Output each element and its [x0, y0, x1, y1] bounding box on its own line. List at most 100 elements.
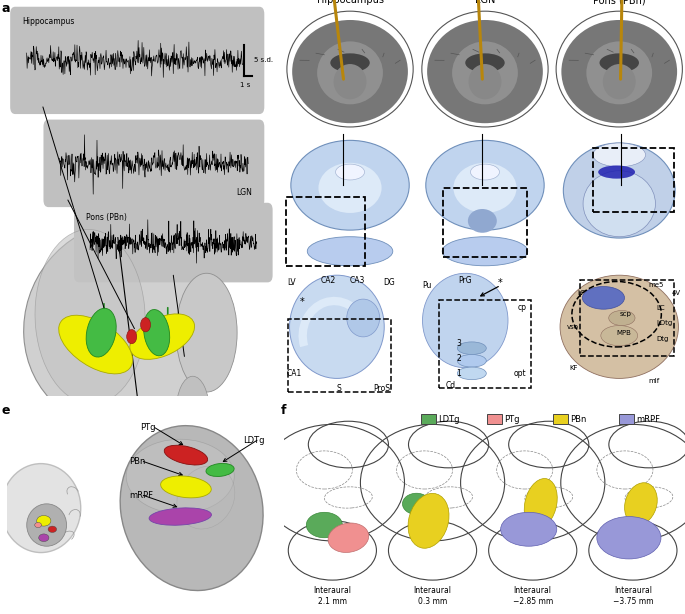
Ellipse shape — [562, 20, 677, 123]
Text: mlf: mlf — [648, 378, 660, 384]
Ellipse shape — [319, 163, 382, 213]
Ellipse shape — [59, 315, 133, 374]
Text: CA1: CA1 — [287, 369, 302, 378]
Ellipse shape — [35, 230, 145, 404]
Ellipse shape — [408, 493, 449, 548]
Ellipse shape — [336, 164, 364, 180]
Text: LGN: LGN — [236, 188, 252, 197]
Text: cp: cp — [518, 303, 527, 313]
Text: me5: me5 — [648, 282, 664, 288]
Text: PrG: PrG — [459, 276, 472, 285]
Text: vso: vso — [566, 324, 579, 330]
Ellipse shape — [465, 53, 505, 72]
FancyBboxPatch shape — [43, 120, 264, 207]
Bar — [439, 300, 531, 389]
Ellipse shape — [598, 165, 635, 179]
Ellipse shape — [330, 53, 370, 72]
Ellipse shape — [176, 273, 237, 392]
Text: *: * — [300, 297, 305, 306]
Text: DG: DG — [383, 278, 395, 287]
Text: mRPF: mRPF — [636, 414, 660, 424]
Text: PBn: PBn — [570, 414, 586, 424]
Text: Pu: Pu — [422, 281, 432, 290]
Ellipse shape — [120, 426, 263, 591]
Ellipse shape — [334, 64, 366, 99]
Text: LC: LC — [656, 305, 664, 311]
Ellipse shape — [206, 464, 234, 476]
Text: scp: scp — [619, 311, 631, 317]
Text: LDTg: LDTg — [242, 436, 264, 445]
Circle shape — [127, 330, 137, 344]
Bar — [580, 280, 675, 356]
Ellipse shape — [599, 53, 639, 72]
Text: *: * — [498, 278, 503, 288]
Ellipse shape — [176, 376, 210, 448]
Ellipse shape — [317, 41, 383, 104]
Ellipse shape — [458, 342, 486, 354]
Ellipse shape — [453, 163, 516, 213]
Title: Pons (PBn): Pons (PBn) — [593, 0, 645, 6]
Ellipse shape — [328, 523, 369, 553]
Ellipse shape — [586, 41, 652, 104]
Ellipse shape — [423, 273, 508, 368]
Ellipse shape — [443, 237, 527, 266]
Ellipse shape — [468, 209, 497, 233]
Text: Dtg: Dtg — [656, 336, 669, 343]
Text: mRPF: mRPF — [129, 491, 153, 500]
Text: LV: LV — [287, 278, 295, 287]
Ellipse shape — [501, 512, 557, 546]
Bar — [421, 414, 436, 424]
Title: LGN: LGN — [475, 0, 495, 6]
Ellipse shape — [164, 445, 208, 465]
Text: e: e — [1, 404, 10, 418]
Ellipse shape — [625, 483, 658, 525]
Ellipse shape — [583, 171, 656, 237]
Ellipse shape — [593, 143, 645, 167]
Ellipse shape — [426, 141, 544, 230]
Text: PTg: PTg — [140, 423, 156, 432]
FancyBboxPatch shape — [10, 7, 264, 114]
Ellipse shape — [524, 478, 558, 529]
Circle shape — [48, 526, 57, 532]
Text: KF: KF — [569, 365, 577, 371]
Ellipse shape — [458, 367, 486, 379]
Ellipse shape — [86, 308, 116, 357]
Text: PTg: PTg — [504, 414, 519, 424]
Ellipse shape — [149, 508, 212, 525]
Text: Interaural
2.1 mm: Interaural 2.1 mm — [313, 586, 351, 605]
Ellipse shape — [597, 516, 661, 559]
Ellipse shape — [292, 20, 408, 123]
Text: LDtg: LDtg — [656, 320, 672, 326]
Ellipse shape — [308, 237, 393, 266]
Bar — [443, 188, 527, 257]
Text: CA3: CA3 — [350, 276, 365, 285]
Text: LDTg: LDTg — [438, 414, 459, 424]
Text: CA2: CA2 — [321, 276, 336, 285]
Text: PBn: PBn — [129, 457, 145, 466]
Circle shape — [35, 523, 42, 527]
Ellipse shape — [471, 164, 499, 180]
Ellipse shape — [144, 309, 170, 356]
Ellipse shape — [603, 64, 636, 99]
Text: opt: opt — [514, 369, 527, 378]
Ellipse shape — [458, 354, 486, 367]
Text: MPB: MPB — [616, 330, 632, 336]
FancyBboxPatch shape — [74, 203, 273, 282]
Ellipse shape — [403, 493, 431, 515]
Ellipse shape — [427, 20, 543, 123]
Title: Hippocampus: Hippocampus — [316, 0, 384, 6]
Text: a: a — [1, 2, 10, 15]
Text: 3: 3 — [456, 339, 461, 348]
Text: Cd: Cd — [445, 381, 456, 391]
Bar — [553, 414, 568, 424]
Ellipse shape — [563, 143, 675, 238]
Ellipse shape — [582, 287, 625, 309]
Bar — [288, 319, 391, 392]
Text: Interaural
−3.75 mm: Interaural −3.75 mm — [612, 586, 653, 605]
Ellipse shape — [560, 275, 678, 378]
Text: ProS: ProS — [374, 384, 390, 393]
Text: Pons (PBn): Pons (PBn) — [86, 213, 127, 222]
Text: 4V: 4V — [672, 290, 681, 296]
Text: f: f — [280, 404, 286, 418]
Ellipse shape — [469, 64, 501, 99]
